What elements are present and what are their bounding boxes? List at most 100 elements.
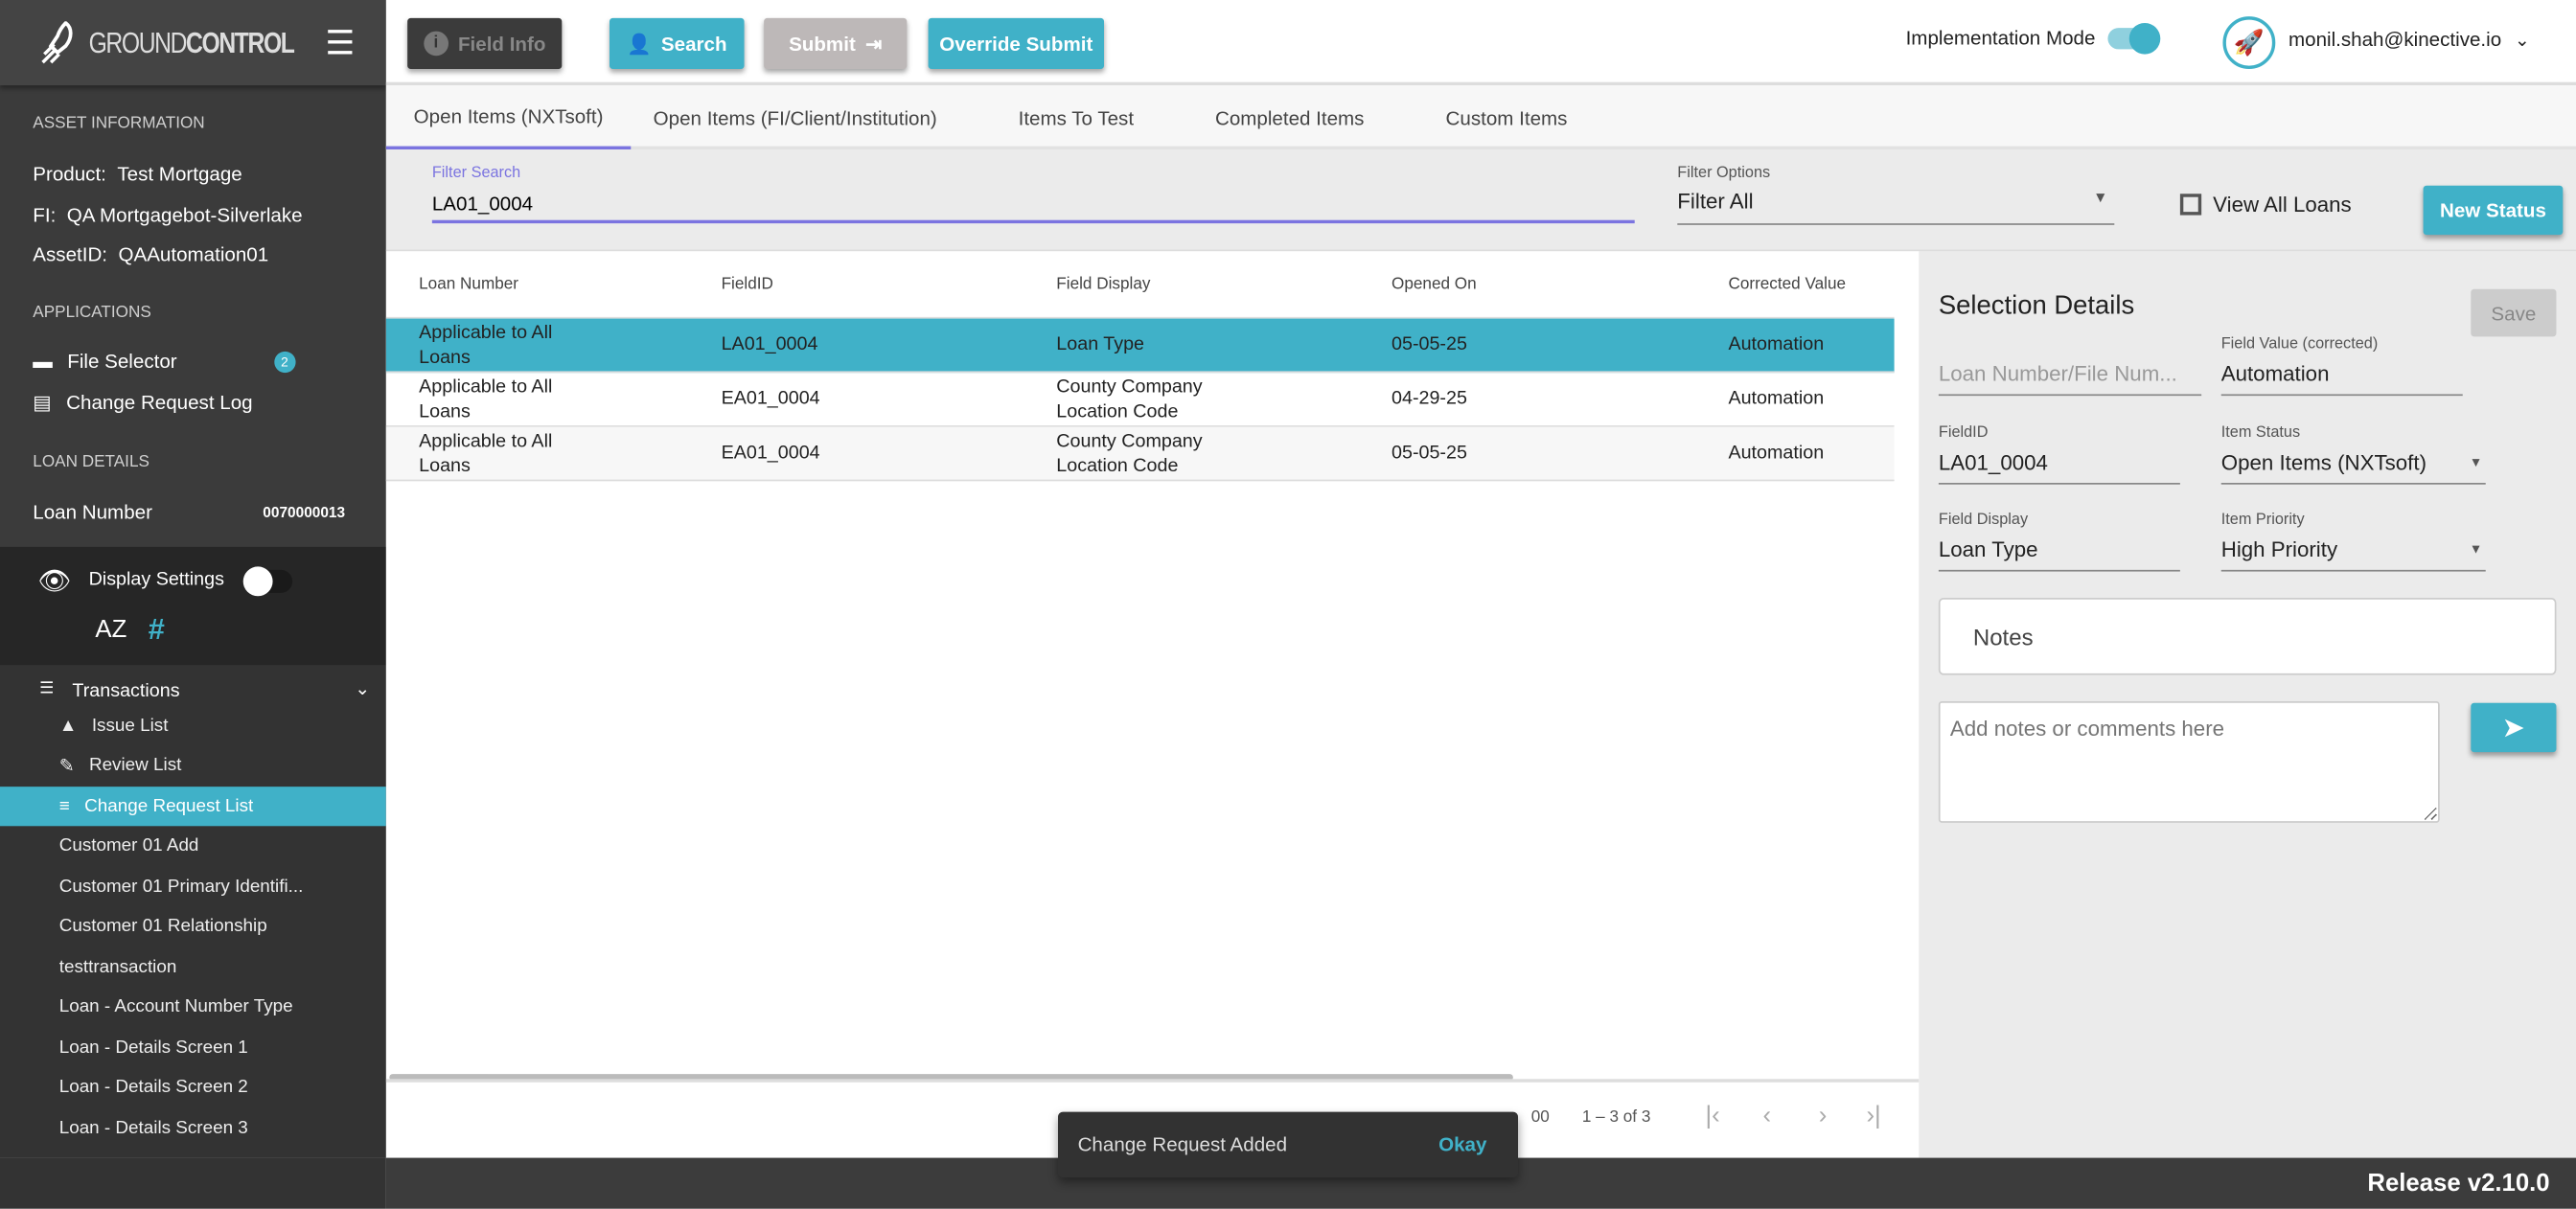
user-menu[interactable]: monil.shah@kinective.io ⌄ (2288, 28, 2530, 51)
fieldid-value: LA01_0004 (1938, 450, 2180, 485)
file-selector-label: File Selector (67, 350, 177, 374)
sidebar-item-change-request-list[interactable]: ≡ Change Request List (0, 787, 386, 827)
item-status-label: Item Status (2220, 423, 2301, 443)
horizontal-scrollbar[interactable] (389, 1074, 1513, 1082)
brand-prefix: GROUND (88, 26, 188, 59)
sidebar-transaction-item[interactable]: Loan - Account Number Type (58, 996, 293, 1017)
sidebar-header: GROUNDCONTROL ☰ (0, 0, 386, 86)
sidebar-transaction-item[interactable]: Loan - Details Screen 1 (58, 1037, 248, 1058)
sidebar-transaction-item[interactable]: testtransaction (58, 956, 177, 977)
last-page-icon[interactable]: ›| (1866, 1102, 1881, 1130)
view-all-loans-label: View All Loans (2213, 192, 2352, 217)
filter-options-select[interactable]: Filter All ▼ (1677, 189, 2115, 225)
asset-id-label: AssetID: (33, 242, 108, 266)
table-row[interactable]: Applicable to All Loans EA01_0004 County C… (385, 426, 1895, 482)
header-loan-number[interactable]: Loan Number (419, 276, 519, 294)
field-info-button[interactable]: i Field Info (407, 17, 563, 70)
table-row[interactable]: Applicable to All Loans LA01_0004 Loan Typ… (385, 318, 1895, 374)
sidebar-item-review-list[interactable]: ✎ Review List (59, 745, 182, 785)
sort-alpha-icon[interactable]: AZ (95, 615, 127, 645)
filter-options-value: Filter All (1677, 189, 1754, 214)
brand-row: GROUNDCONTROL ☰ (89, 23, 356, 64)
implementation-mode-toggle[interactable] (2108, 22, 2162, 54)
review-icon: ✎ (58, 756, 75, 777)
sidebar-transaction-item[interactable]: Customer 01 Relationship (58, 916, 267, 937)
snackbar-okay-button[interactable]: Okay (1438, 1132, 1487, 1156)
info-icon: i (423, 31, 448, 57)
save-button[interactable]: Save (2471, 288, 2557, 337)
tab-items-to-test[interactable]: Items To Test (1018, 105, 1135, 129)
header-opened-on[interactable]: Opened On (1392, 276, 1477, 294)
corrected-value-cell: Automation (1728, 334, 1825, 355)
view-all-loans-checkbox[interactable] (2179, 194, 2202, 216)
top-toolbar: i Field Info 👤 Search Submit ⇥ Override Sub… (385, 0, 2576, 86)
header-fieldid[interactable]: FieldID (721, 276, 773, 294)
fi-label: FI: (33, 203, 57, 227)
item-priority-label: Item Priority (2220, 511, 2305, 530)
loan-number-field[interactable]: Loan Number/File Num... (1938, 361, 2202, 397)
header-field-display[interactable]: Field Display (1056, 276, 1151, 294)
clipboard-icon: ▤ (33, 391, 52, 415)
display-settings-label: Display Settings (88, 569, 224, 590)
corrected-value-cell: Automation (1728, 389, 1825, 409)
rocket-logo-icon (41, 21, 73, 64)
notes-textarea[interactable] (1938, 701, 2440, 823)
field-display-cell: County Company Location Code (1056, 431, 1203, 476)
folder-icon: ▬ (33, 350, 53, 374)
corrected-value-cell: Automation (1728, 443, 1825, 464)
sidebar-transaction-item[interactable]: Loan - Details Screen 2 (58, 1077, 248, 1098)
prev-page-icon[interactable]: ‹ (1762, 1102, 1772, 1130)
sidebar-transaction-item[interactable]: Loan - Regulatory Reporting ... (59, 1148, 307, 1157)
page-size-value[interactable]: 00 (1530, 1108, 1550, 1128)
sidebar-transaction-item[interactable]: Customer 01 Add (58, 835, 199, 856)
tab-open-items-nxtsoft[interactable]: Open Items (NXTsoft) (385, 85, 632, 150)
sidebar-item-issue-list[interactable]: ▲ Issue List (59, 706, 169, 745)
item-priority-select[interactable]: High Priority ▼ (2220, 537, 2486, 572)
asset-id-value: QAAutomation01 (118, 242, 269, 266)
transactions-label[interactable]: Transactions (72, 681, 180, 702)
user-email[interactable]: monil.shah@kinective.io (2288, 28, 2502, 52)
header-corrected-value[interactable]: Corrected Value (1728, 276, 1847, 294)
loan-number-label: Loan Number (33, 500, 152, 524)
next-page-icon[interactable]: › (1818, 1102, 1828, 1130)
table-row[interactable]: Applicable to All Loans EA01_0004 County C… (385, 373, 1895, 427)
review-list-label: Review List (88, 755, 182, 776)
opened-on-cell: 04-29-25 (1392, 389, 1467, 409)
filter-search-input[interactable] (431, 187, 1635, 224)
user-avatar[interactable]: 🚀 (2222, 16, 2276, 70)
change-request-list-label: Change Request List (84, 796, 254, 817)
new-status-button[interactable]: New Status (2423, 185, 2564, 236)
applications-header: APPLICATIONS (33, 304, 151, 323)
list-icon: ☰ (39, 679, 55, 698)
override-submit-button[interactable]: Override Submit (928, 17, 1105, 70)
product-info: Product: Test Mortgage (33, 163, 242, 186)
user-menu-chevron-icon[interactable]: ⌄ (2514, 30, 2530, 51)
sidebar: GROUNDCONTROL ☰ ASSET INFORMATION Produc… (0, 0, 386, 1158)
fieldid-cell: LA01_0004 (721, 334, 818, 355)
field-value-input[interactable]: Automation (2220, 361, 2463, 397)
filter-search-label: Filter Search (431, 164, 521, 183)
field-display-cell: County Company Location Code (1056, 376, 1203, 422)
sidebar-transaction-item[interactable]: Loan - Details Screen 3 (58, 1117, 248, 1138)
person-icon: 👤 (627, 32, 652, 56)
item-status-select[interactable]: Open Items (NXTsoft) ▼ (2220, 450, 2486, 485)
chevron-down-icon[interactable]: ⌄ (355, 679, 371, 700)
file-count-badge: 2 (273, 351, 296, 373)
submit-button[interactable]: Submit ⇥ (764, 17, 908, 70)
sort-numeric-icon[interactable]: # (148, 612, 165, 646)
selection-details-panel: Selection Details Save Loan Number/File … (1919, 251, 2576, 1158)
first-page-icon[interactable]: |‹ (1705, 1102, 1720, 1130)
hamburger-menu-icon[interactable]: ☰ (325, 26, 356, 63)
notes-panel[interactable]: Notes (1938, 598, 2557, 675)
send-note-button[interactable]: ➤ (2471, 702, 2557, 753)
search-button[interactable]: 👤 Search (610, 17, 745, 70)
display-settings-toggle[interactable] (242, 566, 293, 597)
tab-open-items-fi[interactable]: Open Items (FI/Client/Institution) (653, 105, 937, 129)
change-request-log-link[interactable]: ▤ Change Request Log (33, 391, 252, 414)
tab-custom-items[interactable]: Custom Items (1445, 105, 1568, 129)
file-selector-link[interactable]: ▬ File Selector 2 (33, 350, 296, 374)
eye-icon: 👁 (37, 568, 72, 597)
sidebar-transaction-item[interactable]: Customer 01 Primary Identifi... (58, 876, 304, 897)
tab-completed-items[interactable]: Completed Items (1214, 105, 1365, 129)
field-display-label: Field Display (1938, 511, 2029, 530)
